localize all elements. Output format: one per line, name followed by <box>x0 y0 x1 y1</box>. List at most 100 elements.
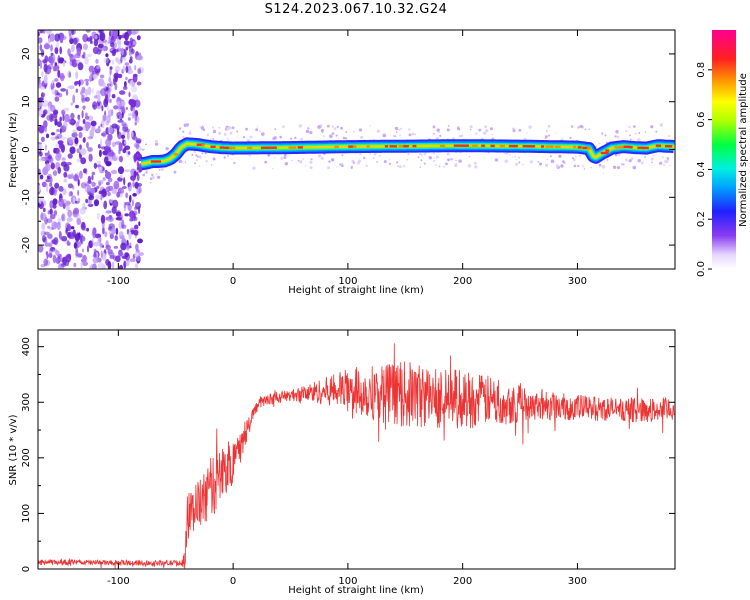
noise-speckle <box>43 74 48 84</box>
ridge-peak <box>582 146 590 150</box>
snr-series-line <box>38 343 675 569</box>
halo-speckle <box>297 159 300 162</box>
noise-speckle <box>105 94 108 99</box>
halo-speckle <box>601 165 606 169</box>
noise-speckle <box>131 85 138 93</box>
noise-speckle <box>49 182 53 187</box>
noise-speckle <box>46 218 53 223</box>
noise-speckle <box>82 51 86 59</box>
noise-speckle <box>86 141 89 149</box>
snr-plot-area <box>38 343 675 569</box>
halo-speckle <box>231 158 233 160</box>
noise-speckle <box>65 259 70 267</box>
halo-speckle <box>264 160 268 164</box>
halo-speckle <box>583 168 586 170</box>
halo-speckle <box>544 163 549 167</box>
halo-speckle <box>420 159 423 162</box>
halo-speckle <box>332 125 334 128</box>
noise-speckle <box>61 235 68 242</box>
noise-speckle <box>67 48 71 56</box>
noise-speckle <box>84 115 90 120</box>
noise-speckle <box>124 145 131 150</box>
noise-speckle <box>38 157 46 162</box>
halo-speckle <box>178 159 183 164</box>
halo-speckle <box>280 156 284 160</box>
halo-speckle <box>389 162 392 165</box>
halo-speckle <box>395 131 398 133</box>
noise-speckle <box>128 51 133 56</box>
noise-speckle <box>58 185 64 192</box>
noise-speckle <box>102 47 107 52</box>
x-tick-label: -100 <box>107 276 130 287</box>
halo-speckle <box>468 156 471 158</box>
halo-speckle <box>512 129 516 133</box>
noise-speckle <box>92 227 97 236</box>
noise-speckle <box>103 200 108 210</box>
halo-speckle <box>369 125 372 127</box>
halo-speckle <box>341 164 344 167</box>
noise-speckle <box>67 174 74 180</box>
noise-speckle <box>68 183 73 189</box>
noise-speckle <box>125 65 129 73</box>
halo-speckle <box>227 155 229 157</box>
noise-speckle <box>54 33 61 42</box>
noise-speckle <box>51 186 54 195</box>
halo-speckle <box>555 132 558 134</box>
halo-speckle <box>165 147 169 151</box>
noise-speckle <box>124 81 127 88</box>
noise-speckle <box>111 226 116 235</box>
noise-speckle <box>92 254 98 258</box>
noise-speckle <box>57 152 62 158</box>
noise-speckle <box>125 107 128 110</box>
noise-speckle <box>54 47 59 54</box>
y-tick-label: 400 <box>21 337 32 356</box>
noise-speckle <box>84 96 90 102</box>
halo-speckle <box>483 131 487 135</box>
halo-speckle <box>198 155 202 159</box>
halo-speckle <box>294 136 297 139</box>
noise-speckle <box>138 186 142 194</box>
halo-speckle <box>206 133 210 137</box>
halo-speckle <box>518 156 521 159</box>
halo-speckle <box>515 162 518 166</box>
noise-speckle <box>74 233 80 242</box>
noise-speckle <box>101 105 104 112</box>
halo-speckle <box>376 129 380 133</box>
halo-speckle <box>182 135 185 139</box>
halo-speckle <box>436 155 439 159</box>
halo-speckle <box>149 182 152 184</box>
noise-speckle <box>56 149 61 154</box>
halo-speckle <box>289 137 293 140</box>
halo-speckle <box>473 161 477 165</box>
noise-speckle <box>124 169 130 173</box>
halo-speckle <box>193 150 196 154</box>
halo-speckle <box>226 137 229 139</box>
noise-speckle <box>79 235 86 242</box>
noise-speckle <box>132 193 137 197</box>
noise-speckle <box>63 113 70 123</box>
y-tick-label: 20 <box>21 48 32 61</box>
noise-speckle <box>122 148 127 154</box>
halo-speckle <box>659 161 663 165</box>
halo-speckle <box>198 165 201 168</box>
noise-speckle <box>71 59 78 68</box>
halo-speckle <box>581 164 584 167</box>
noise-speckle <box>55 82 62 88</box>
noise-speckle <box>54 136 60 140</box>
noise-speckle <box>96 185 100 189</box>
halo-speckle <box>340 126 343 130</box>
noise-speckle <box>52 68 56 72</box>
x-tick-label: -100 <box>107 576 130 587</box>
noise-speckle <box>74 137 79 145</box>
halo-speckle <box>195 159 198 162</box>
noise-speckle <box>83 43 88 51</box>
halo-speckle <box>612 165 617 169</box>
halo-speckle <box>233 161 236 165</box>
noise-speckle <box>38 184 41 192</box>
noise-speckle <box>104 231 108 238</box>
noise-speckle <box>134 115 140 124</box>
noise-speckle <box>93 39 99 47</box>
halo-speckle <box>475 132 478 135</box>
noise-speckle <box>65 255 70 259</box>
ridge-peak <box>614 146 622 149</box>
